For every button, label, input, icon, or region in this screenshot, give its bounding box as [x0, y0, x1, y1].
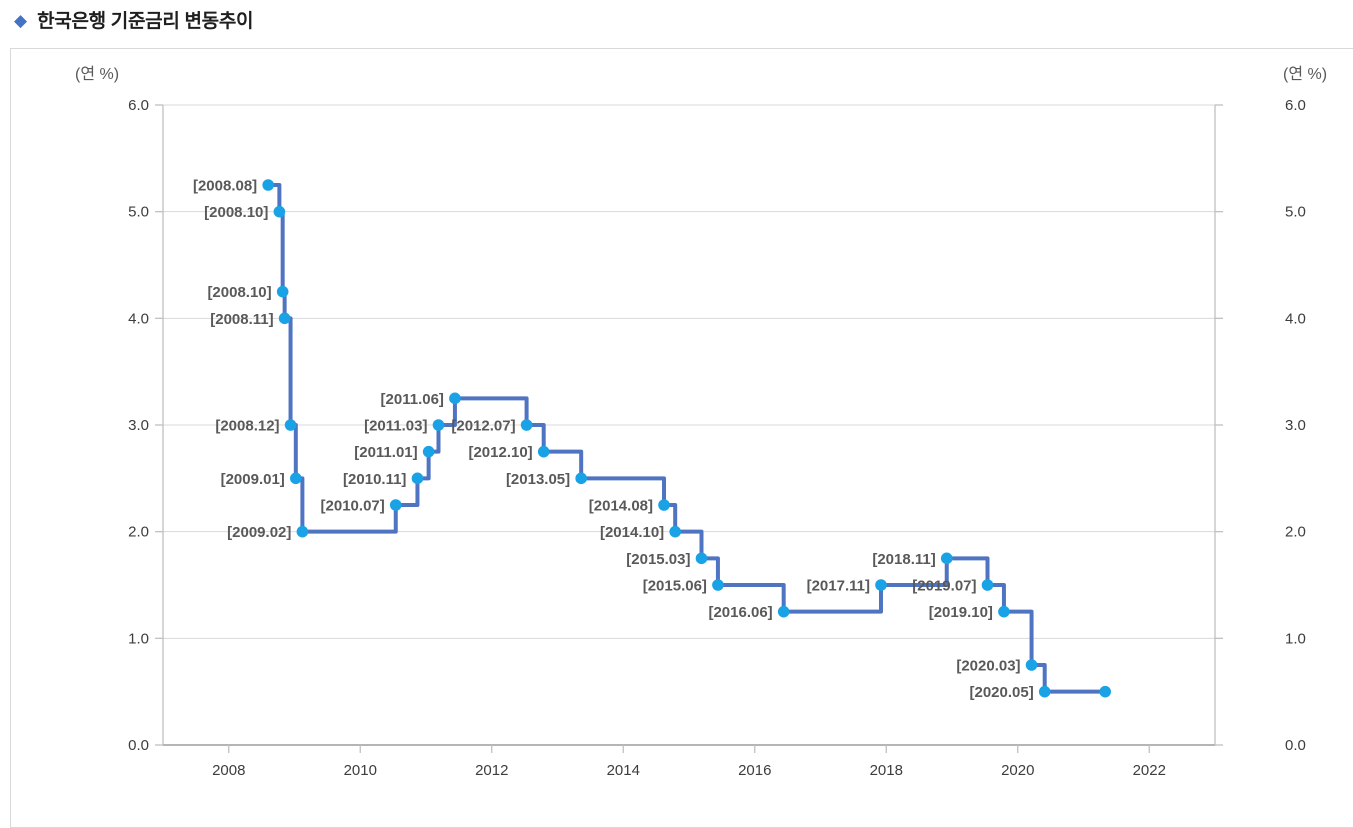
- point-label: [2010.07]: [321, 498, 385, 515]
- point-label: [2009.01]: [221, 471, 285, 488]
- y-tick-label-right: 3.0: [1285, 417, 1306, 434]
- data-point: [273, 205, 286, 218]
- data-point: [432, 419, 445, 431]
- point-label: [2008.10]: [204, 204, 268, 221]
- data-point: [520, 419, 533, 431]
- y-tick-label-left: 6.0: [128, 97, 149, 114]
- point-label: [2017.11]: [807, 578, 870, 595]
- data-point: [1038, 685, 1051, 698]
- y-tick-label-right: 2.0: [1285, 524, 1306, 541]
- data-point: [658, 499, 670, 511]
- y-tick-label-right: 4.0: [1285, 310, 1306, 327]
- data-point: [777, 605, 790, 618]
- y-tick-label-right: 5.0: [1285, 204, 1306, 221]
- unit-label-left: (연 %): [75, 65, 119, 83]
- base-rate-step-chart: 0.0 0.0 1.0 1.0 2.0 2.0 3.0 3.0 4.0 4.0 5.0 5.0 6.0 6…: [75, 65, 1327, 779]
- chart-panel: 0.0 0.0 1.0 1.0 2.0 2.0 3.0 3.0 4.0 4.0 5.0 5.0 6.0 6…: [10, 48, 1353, 828]
- point-label: [2015.06]: [643, 578, 707, 595]
- x-tick-label: 2012: [475, 762, 508, 779]
- x-tick-label: 2014: [607, 762, 640, 779]
- data-point: [296, 525, 309, 538]
- data-point: [998, 605, 1010, 618]
- point-label: [2019.10]: [929, 604, 993, 621]
- y-tick-label-left: 5.0: [128, 204, 149, 221]
- point-label: [2009.02]: [227, 524, 291, 541]
- page-header: ◆ 한국은행 기준금리 변동추이: [14, 6, 254, 33]
- x-tick-label: 2008: [212, 762, 245, 779]
- x-tick-label: 2020: [1001, 762, 1034, 779]
- data-point: [1025, 659, 1038, 671]
- point-label: [2020.03]: [956, 658, 1020, 675]
- point-label: [2020.05]: [969, 684, 1033, 701]
- point-label: [2011.01]: [354, 444, 417, 461]
- point-label: [2008.08]: [193, 178, 257, 195]
- data-point: [449, 392, 461, 405]
- y-tick-label-left: 4.0: [128, 310, 149, 327]
- unit-label-right: (연 %): [1283, 65, 1327, 83]
- point-label: [2011.03]: [364, 418, 427, 435]
- point-label: [2008.12]: [215, 418, 279, 435]
- point-label: [2011.06]: [381, 391, 444, 408]
- data-point: [389, 499, 402, 511]
- x-tick-label: 2018: [870, 762, 903, 779]
- point-label: [2015.03]: [626, 551, 690, 568]
- y-tick-label-left: 0.0: [128, 737, 149, 754]
- point-label: [2008.11]: [210, 311, 273, 328]
- data-point: [411, 472, 424, 485]
- y-tick-label-right: 0.0: [1285, 737, 1306, 754]
- point-label: [2012.10]: [468, 444, 532, 461]
- x-tick-label: 2010: [344, 762, 377, 779]
- point-label: [2016.06]: [708, 604, 772, 621]
- x-tick-label: 2016: [738, 762, 771, 779]
- page-title: 한국은행 기준금리 변동추이: [37, 11, 254, 32]
- point-label: [2014.10]: [600, 524, 664, 541]
- point-label: [2012.07]: [451, 418, 515, 435]
- point-label: [2019.07]: [912, 578, 976, 595]
- data-point: [422, 445, 435, 458]
- x-tick-label: 2022: [1133, 762, 1166, 779]
- y-tick-label-left: 2.0: [128, 524, 149, 541]
- data-point: [875, 579, 887, 591]
- data-point: [575, 472, 587, 485]
- data-point: [537, 445, 550, 458]
- data-point: [290, 472, 302, 485]
- data-point: [981, 579, 994, 591]
- data-point: [695, 552, 708, 565]
- point-label: [2014.08]: [589, 498, 653, 515]
- point-label: [2018.11]: [872, 551, 935, 568]
- point-label: [2008.10]: [207, 284, 271, 301]
- point-label: [2013.05]: [506, 471, 570, 488]
- data-point: [712, 579, 724, 591]
- data-point: [669, 525, 681, 538]
- point-label: [2010.11]: [343, 471, 406, 488]
- data-point: [276, 285, 289, 298]
- data-point: [940, 552, 953, 565]
- y-tick-label-left: 1.0: [128, 630, 149, 647]
- data-point: [262, 179, 274, 191]
- data-point: [278, 312, 291, 325]
- y-tick-label-left: 3.0: [128, 417, 149, 434]
- y-tick-label-right: 1.0: [1285, 630, 1306, 647]
- data-point-end: [1099, 685, 1111, 698]
- y-tick-label-right: 6.0: [1285, 97, 1306, 114]
- data-point: [284, 419, 297, 431]
- diamond-bullet-icon: ◆: [14, 11, 28, 30]
